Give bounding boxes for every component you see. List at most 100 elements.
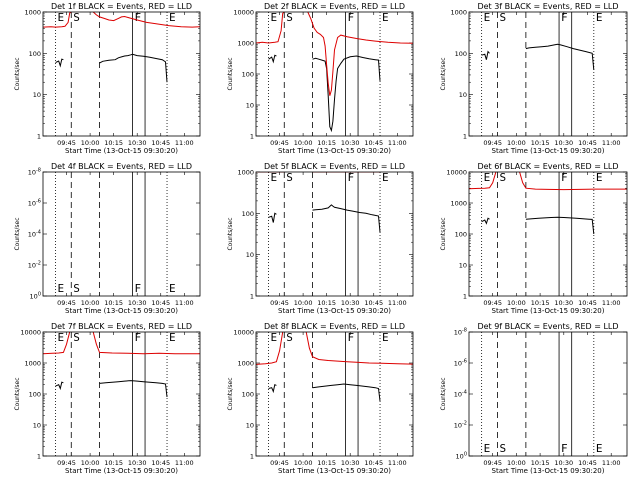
series-line [312,383,381,401]
y-tick-label: 10-6 [454,359,467,368]
event-marker-label: F [561,171,568,184]
series-line [43,332,71,355]
plot-frame [468,171,628,297]
event-marker-label: S [286,11,293,24]
event-marker-label: E [484,171,491,184]
x-tick-label: 10:15 [104,139,123,147]
y-tick-label: 10-6 [28,199,41,208]
event-marker-label: S [499,11,506,24]
plot-frame [255,11,414,137]
panel-det-3: Det 3f BLACK = Events, RED = LLD 09:45 10:… [440,2,628,155]
panel-det-7: Det 7f BLACK = Events, RED = LLD 09:45 10:… [14,322,201,475]
x-tick-label: 10:45 [578,459,597,467]
series-events [55,53,168,83]
series-line [268,54,277,64]
series-line [525,216,595,235]
y-tick-label: 10 [246,422,254,430]
event-marker-label: E [169,11,176,24]
x-tick-label: 10:45 [578,299,597,307]
chart-title: Det 7f BLACK = Events, RED = LLD [51,322,192,331]
x-tick-label: 11:00 [602,299,621,307]
y-tick-label: 10 [246,251,254,259]
y-tick-label: 100 [455,50,467,58]
event-marker-label: F [347,11,354,24]
x-tick-label: 11:00 [602,459,621,467]
x-tick-label: 11:00 [175,139,194,147]
x-tick-label: 10:15 [104,459,123,467]
series-line [469,172,497,190]
series-line [92,332,200,355]
x-tick-label: 10:30 [128,139,147,147]
event-marker-label: E [271,331,278,344]
y-tick-label: 1000 [24,360,41,368]
x-tick-label: 10:45 [151,139,170,147]
event-marker-label: E [169,282,176,295]
y-tick-label: 1000 [24,9,41,17]
series-line [481,217,490,225]
chart-title: Det 5f BLACK = Events, RED = LLD [264,162,405,171]
series-line [268,212,277,223]
event-marker-label: E [58,331,65,344]
y-tick-label: 1000 [450,9,467,17]
series-lld [256,12,413,96]
y-tick-label: 10-2 [28,261,41,270]
event-marker-label: S [73,282,80,295]
y-tick-label: 10 [459,262,467,270]
x-axis-label: Start Time (13-Oct-15 09:30:20) [278,307,391,315]
event-marker-label: E [484,11,491,24]
x-tick-label: 10:30 [128,459,147,467]
y-tick-label: 1 [37,133,41,141]
series-line [519,172,627,191]
x-tick-label: 10:30 [341,459,360,467]
event-marker-label: S [286,331,293,344]
x-tick-label: 09:45 [270,139,289,147]
panel-det-8: Det 8f BLACK = Events, RED = LLD 09:45 10:… [227,322,414,475]
series-line [43,12,72,28]
event-marker-label: E [271,11,278,24]
event-marker-label: E [58,282,65,295]
y-tick-label: 10000 [233,9,254,17]
series-line [99,53,168,83]
x-tick-label: 10:45 [151,299,170,307]
y-tick-label: 10000 [233,329,254,337]
x-tick-label: 10:15 [317,459,336,467]
event-marker-label: E [596,171,603,184]
y-axis-label: Counts/sec [227,377,234,410]
series-line [256,12,285,44]
event-marker-label: F [561,442,568,455]
y-tick-label: 100 [242,71,254,79]
y-tick-label: 100 [456,452,467,461]
series-line [312,55,381,133]
series-events [268,54,381,133]
series-events [268,383,381,401]
plot-frame [42,331,201,457]
y-tick-label: 10-8 [454,328,467,337]
x-tick-label: 10:15 [531,459,550,467]
y-tick-label: 10 [33,422,41,430]
x-tick-label: 10:45 [151,459,170,467]
x-tick-label: 10:45 [364,299,383,307]
y-tick-label: 1 [250,133,254,141]
x-axis-label: Start Time (13-Oct-15 09:30:20) [65,147,178,155]
x-tick-label: 09:45 [57,299,76,307]
event-marker-label: F [134,331,141,344]
x-axis-label: Start Time (13-Oct-15 09:30:20) [492,307,605,315]
y-tick-label: 100 [455,231,467,239]
y-tick-label: 1 [463,133,467,141]
x-tick-label: 10:00 [294,139,313,147]
x-tick-label: 09:45 [270,299,289,307]
panel-det-6: Det 6f BLACK = Events, RED = LLD 09:45 10:… [440,162,628,315]
event-marker-label: S [499,171,506,184]
y-axis-label: Counts/sec [14,57,21,90]
x-tick-label: 10:00 [507,139,526,147]
y-tick-label: 100 [242,391,254,399]
series-events [481,216,595,235]
y-tick-label: 1 [250,293,254,301]
x-tick-label: 11:00 [602,139,621,147]
x-tick-label: 11:00 [175,299,194,307]
x-tick-label: 10:15 [317,299,336,307]
series-line [99,380,168,398]
x-tick-label: 10:30 [554,299,573,307]
event-marker-label: E [382,331,389,344]
panel-det-5: Det 5f BLACK = Events, RED = LLD 09:45 10:… [227,162,414,315]
